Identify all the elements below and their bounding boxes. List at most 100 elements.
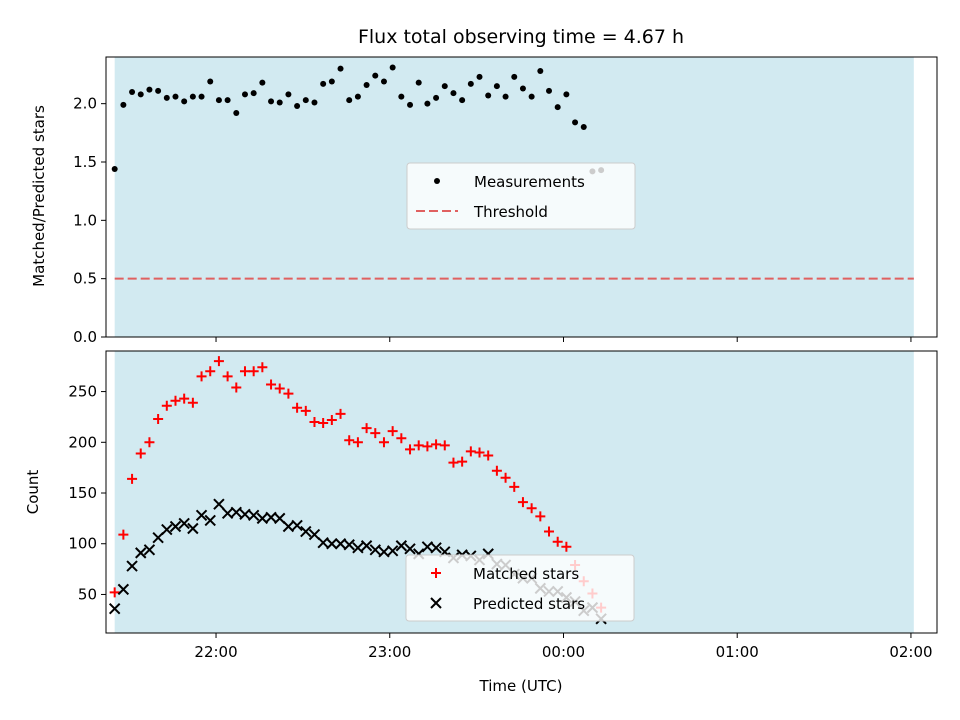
- matched-star-point: [222, 371, 233, 382]
- measurement-point: [441, 83, 448, 90]
- measurement-point: [476, 73, 483, 80]
- matched-star-point: [170, 395, 181, 406]
- measurement-point: [181, 98, 188, 105]
- ratio-legend-box: [406, 162, 636, 230]
- count-panel-frame: [105, 350, 938, 634]
- matched-star-point: [465, 446, 476, 457]
- matched-star-point: [474, 447, 485, 458]
- count-legend-box: [405, 554, 635, 622]
- predicted-star-point: [108, 602, 121, 615]
- measurement-point: [580, 124, 587, 130]
- predicted-star-point: [308, 528, 321, 541]
- predicted-stars-legend-label: Predicted stars: [473, 595, 585, 613]
- measurement-point: [337, 65, 344, 72]
- chart-title: Flux total observing time = 4.67 h: [358, 26, 684, 48]
- measurement-point: [259, 79, 266, 86]
- measurement-point: [250, 90, 257, 97]
- measurement-point: [502, 93, 509, 100]
- matched-star-point: [309, 417, 320, 428]
- measurement-point: [320, 80, 327, 87]
- measurement-point: [233, 110, 240, 116]
- measurement-point: [450, 90, 457, 97]
- measurement-point: [129, 89, 136, 95]
- measurement-point: [354, 93, 361, 100]
- matched-star-point: [439, 440, 450, 451]
- measurement-point: [407, 101, 414, 108]
- matched-star-point: [153, 413, 164, 424]
- matched-star-point: [266, 379, 277, 390]
- matched-star-point: [257, 362, 268, 373]
- matched-star-point: [318, 418, 329, 429]
- measurement-point: [294, 103, 301, 109]
- count-panel: 50 100 150 200 250 22:00 23:00 00:00 01:00 02:00 M…: [68, 350, 938, 661]
- predicted-star-point: [343, 539, 355, 551]
- measurement-point: [554, 104, 561, 111]
- measurement-point: [572, 119, 579, 126]
- measurement-point: [155, 87, 162, 94]
- matched-stars-legend-label: Matched stars: [473, 565, 579, 583]
- y-tick-label-1-1: 0.5: [73, 270, 97, 288]
- predicted-star-point: [395, 540, 408, 552]
- matched-stars-legend-marker: [431, 568, 441, 578]
- matched-star-point: [422, 441, 433, 452]
- y-tick-label-1-0: 0.0: [73, 328, 97, 346]
- predicted-star-point: [187, 522, 199, 535]
- measurement-point: [224, 97, 231, 104]
- measurement-point: [311, 99, 318, 106]
- predicted-star-point: [152, 531, 164, 544]
- matched-star-point: [300, 405, 311, 416]
- predicted-star-point: [178, 517, 190, 530]
- predicted-star-point: [169, 520, 182, 533]
- x-tick-label-1: 23:00: [368, 643, 411, 661]
- matched-star-point: [196, 371, 207, 382]
- matched-star-point: [491, 465, 502, 476]
- matched-star-point: [500, 472, 511, 483]
- matched-star-point: [109, 587, 120, 598]
- measurement-point: [389, 64, 396, 71]
- predicted-star-point: [274, 512, 286, 525]
- matched-star-point: [187, 397, 198, 408]
- matched-star-point: [213, 356, 224, 367]
- predicted-star-point: [195, 509, 208, 522]
- y-tick-label-1-3: 1.5: [73, 153, 97, 171]
- y-tick-label-2-4: 250: [68, 383, 97, 401]
- matched-star-point: [239, 366, 250, 377]
- matched-star-point: [127, 473, 138, 484]
- matched-star-point: [361, 423, 372, 434]
- matched-star-point: [144, 437, 155, 448]
- measurement-point: [424, 100, 431, 107]
- measurement-point: [146, 86, 153, 93]
- measurements-legend-marker: [434, 178, 440, 184]
- measurement-point: [172, 93, 179, 100]
- matched-star-point: [561, 541, 572, 552]
- measurement-point: [459, 97, 466, 104]
- predicted-star-point: [404, 543, 416, 555]
- matched-star-point: [413, 440, 424, 451]
- measurement-point: [276, 99, 283, 106]
- measurement-point: [111, 166, 118, 172]
- measurement-point: [285, 91, 292, 98]
- measurement-point: [485, 92, 492, 99]
- matched-star-point: [448, 457, 459, 468]
- measurement-point: [467, 80, 474, 87]
- matched-star-point: [552, 536, 563, 547]
- matched-star-point: [378, 437, 389, 448]
- ratio-legend: Measurements Threshold: [406, 162, 636, 230]
- measurement-point: [546, 87, 553, 94]
- measurement-point: [137, 91, 144, 98]
- measurements-legend-label: Measurements: [474, 173, 585, 191]
- measurement-point: [198, 93, 205, 100]
- ratio-panel-frame: [105, 56, 938, 338]
- matched-star-point: [292, 402, 303, 413]
- count-legend: Matched stars Predicted stars: [405, 554, 635, 622]
- measurement-point: [380, 78, 387, 85]
- ratio-y-axis-label: Matched/Predicted stars: [30, 105, 48, 287]
- matched-star-point: [274, 383, 285, 394]
- x-tick-label-3: 01:00: [716, 643, 759, 661]
- measurement-point: [241, 91, 248, 98]
- y-tick-label-1-4: 2.0: [73, 95, 97, 113]
- matched-star-point: [205, 366, 216, 377]
- predicted-star-point: [430, 542, 442, 554]
- y-tick-label-2-3: 200: [68, 433, 97, 451]
